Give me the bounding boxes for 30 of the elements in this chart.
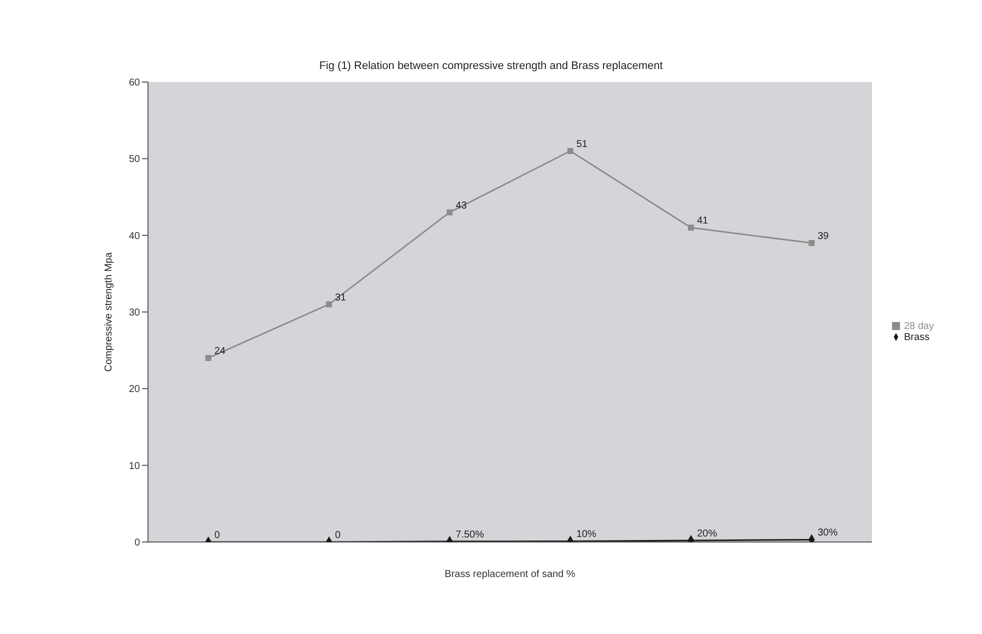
legend-label: Brass	[904, 332, 930, 343]
data-label: 41	[696, 216, 709, 227]
data-label: 20%	[696, 528, 718, 540]
point	[808, 240, 815, 246]
y-tick-label: 10	[128, 460, 140, 472]
point	[446, 209, 453, 216]
data-label: 43	[456, 200, 468, 212]
data-label: 30%	[818, 528, 838, 539]
y-tick-label: 60	[128, 78, 140, 89]
data-label: 24	[214, 346, 226, 357]
y-tick-label: 50	[128, 154, 140, 166]
point	[688, 224, 694, 231]
data-label: 7.50%	[456, 529, 484, 540]
point	[567, 148, 574, 154]
data-label: 10%	[576, 529, 596, 540]
data-label: 51	[576, 139, 588, 150]
point	[205, 355, 212, 361]
data-label: 0	[214, 530, 220, 541]
data-label: 31	[334, 292, 347, 304]
data-label: 39	[818, 231, 830, 242]
y-tick-label: 0	[134, 538, 140, 549]
y-axis-title: Compressive strength Mpa	[104, 252, 115, 372]
legend-label: 28 day	[904, 321, 934, 332]
chart-title: Fig (1) Relation between compressive strength and Brass replacement	[318, 60, 664, 72]
y-tick-label: 40	[128, 230, 140, 242]
x-axis-title: Brass replacement of sand %	[444, 569, 576, 580]
y-tick-label: 20	[128, 384, 140, 396]
y-tick-label: 30	[128, 308, 140, 319]
point	[326, 301, 332, 308]
data-label: 0	[334, 530, 341, 541]
